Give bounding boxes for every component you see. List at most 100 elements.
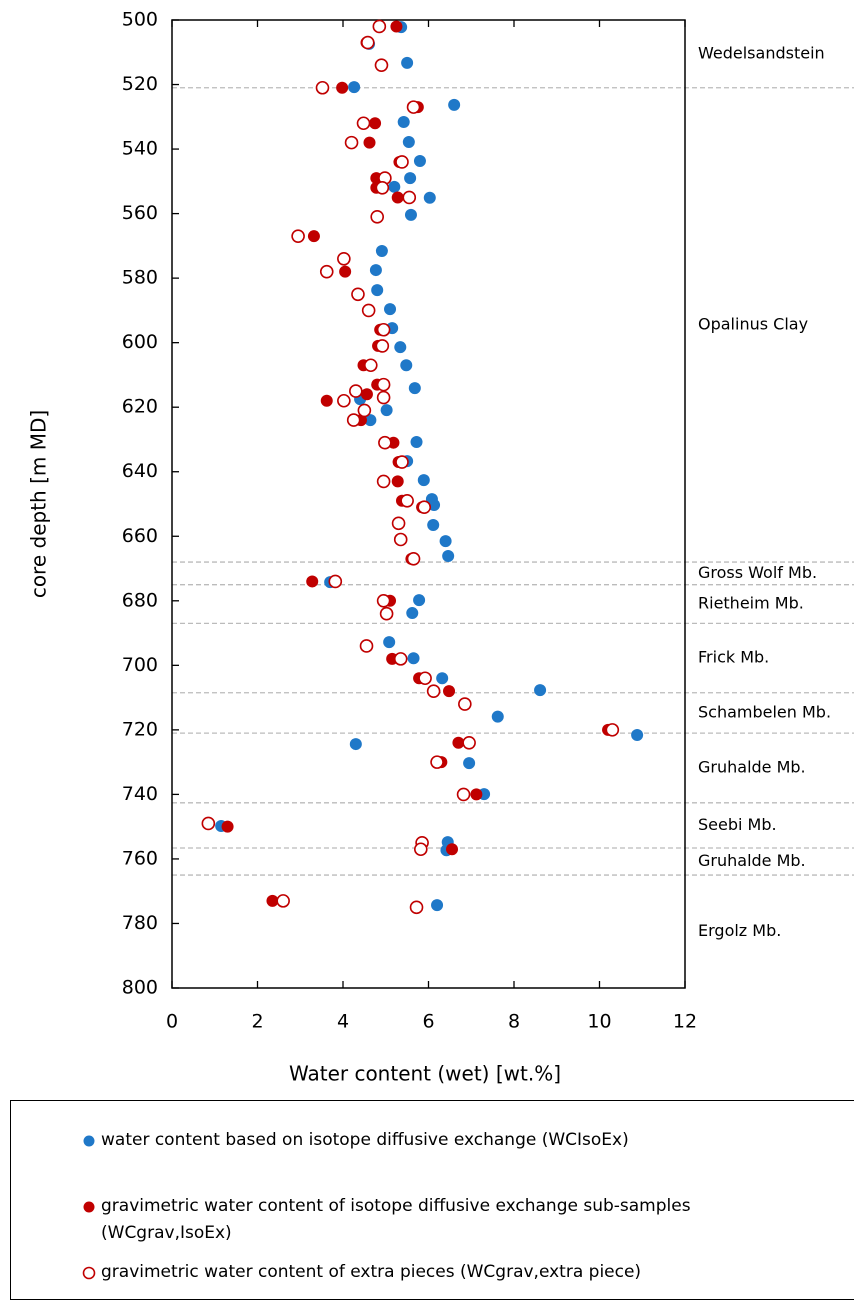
y-tick-label: 560 [122, 202, 158, 224]
data-point [458, 697, 472, 711]
data-point [442, 549, 455, 562]
data-point [391, 516, 406, 531]
data-point [379, 606, 394, 621]
y-tick-label: 720 [122, 718, 158, 740]
data-point [394, 341, 407, 354]
data-point [491, 710, 504, 723]
data-point [393, 652, 408, 666]
data-point [363, 136, 376, 149]
data-point [388, 180, 401, 193]
legend-marker [82, 1266, 96, 1280]
x-tick-label: 6 [422, 1011, 434, 1033]
y-tick-label: 580 [122, 267, 158, 289]
data-point [439, 535, 452, 548]
data-point [346, 413, 361, 427]
data-point [291, 229, 305, 243]
data-point [344, 135, 359, 150]
data-point [391, 475, 404, 488]
x-tick-label: 10 [587, 1011, 611, 1033]
data-point [349, 384, 363, 398]
data-point [393, 532, 408, 547]
data-point [356, 116, 371, 131]
y-tick-label: 800 [122, 977, 158, 999]
data-point [306, 575, 319, 588]
data-point [376, 390, 391, 405]
y-tick-label: 760 [122, 847, 158, 869]
data-point [320, 394, 333, 407]
data-point [631, 729, 644, 742]
y-tick-label: 600 [122, 331, 158, 353]
data-point [361, 303, 376, 318]
data-point [428, 498, 441, 511]
data-point [315, 80, 330, 95]
data-point [430, 755, 444, 769]
data-point [436, 672, 449, 685]
data-point [307, 230, 320, 243]
data-point [605, 723, 620, 737]
data-point [446, 843, 459, 856]
data-point [359, 639, 374, 653]
data-point [408, 382, 421, 395]
y-tick-label: 520 [122, 73, 158, 95]
data-point [375, 180, 390, 195]
y-tick-label: 660 [122, 525, 158, 547]
data-point [383, 636, 396, 649]
data-point [375, 339, 390, 353]
data-point [456, 787, 471, 802]
legend-symbol [83, 1201, 95, 1213]
data-point [376, 593, 391, 608]
data-point [319, 264, 334, 279]
data-point [534, 684, 547, 697]
data-point [427, 518, 440, 531]
data-point [462, 735, 476, 750]
data-point [201, 816, 216, 831]
data-point [404, 172, 417, 185]
legend: water content based on isotope diffusive… [10, 1100, 854, 1300]
data-point [390, 20, 403, 33]
legend-entry: water content based on isotope diffusive… [81, 1127, 801, 1154]
data-point [417, 500, 432, 515]
data-point [376, 377, 391, 392]
data-point [370, 210, 385, 224]
data-point [414, 842, 428, 857]
legend-marker [83, 1135, 95, 1147]
data-point [384, 303, 397, 316]
data-point [374, 58, 389, 72]
data-point [360, 388, 373, 401]
data-point [369, 264, 382, 277]
data-point [395, 155, 409, 169]
formation-label: Gross Wolf Mb. [698, 563, 817, 582]
y-tick-label: 700 [122, 654, 158, 676]
y-tick-label: 500 [122, 9, 158, 31]
y-tick-label: 680 [122, 589, 158, 611]
data-point [349, 738, 362, 751]
data-point [400, 359, 413, 372]
data-point [328, 574, 343, 589]
data-point [406, 607, 419, 620]
data-point [470, 788, 483, 801]
chart: Water content (wet) [wt.%] core depth [m… [27, 9, 854, 1086]
data-point [463, 757, 476, 770]
formation-label: Opalinus Clay [698, 314, 808, 333]
y-axis-title: core depth [m MD] [27, 410, 51, 598]
legend-symbol [83, 1135, 95, 1147]
data-point [266, 894, 279, 907]
data-point [426, 684, 441, 698]
legend-entry: gravimetric water content of isotope dif… [81, 1193, 801, 1247]
data-point [395, 455, 409, 469]
y-tick-label: 780 [122, 912, 158, 934]
data-point [417, 474, 430, 487]
legend-label: gravimetric water content of isotope dif… [101, 1196, 691, 1243]
data-point [407, 652, 420, 665]
data-point [376, 322, 391, 337]
formation-label: Schambelen Mb. [698, 702, 831, 721]
y-tick-label: 620 [122, 396, 158, 418]
data-point [452, 736, 465, 749]
data-point [378, 435, 392, 450]
legend-symbol [82, 1266, 96, 1280]
formation-label: Frick Mb. [698, 648, 769, 667]
data-point [406, 100, 421, 114]
formation-label: Ergolz Mb. [698, 921, 781, 940]
data-point [400, 493, 414, 508]
